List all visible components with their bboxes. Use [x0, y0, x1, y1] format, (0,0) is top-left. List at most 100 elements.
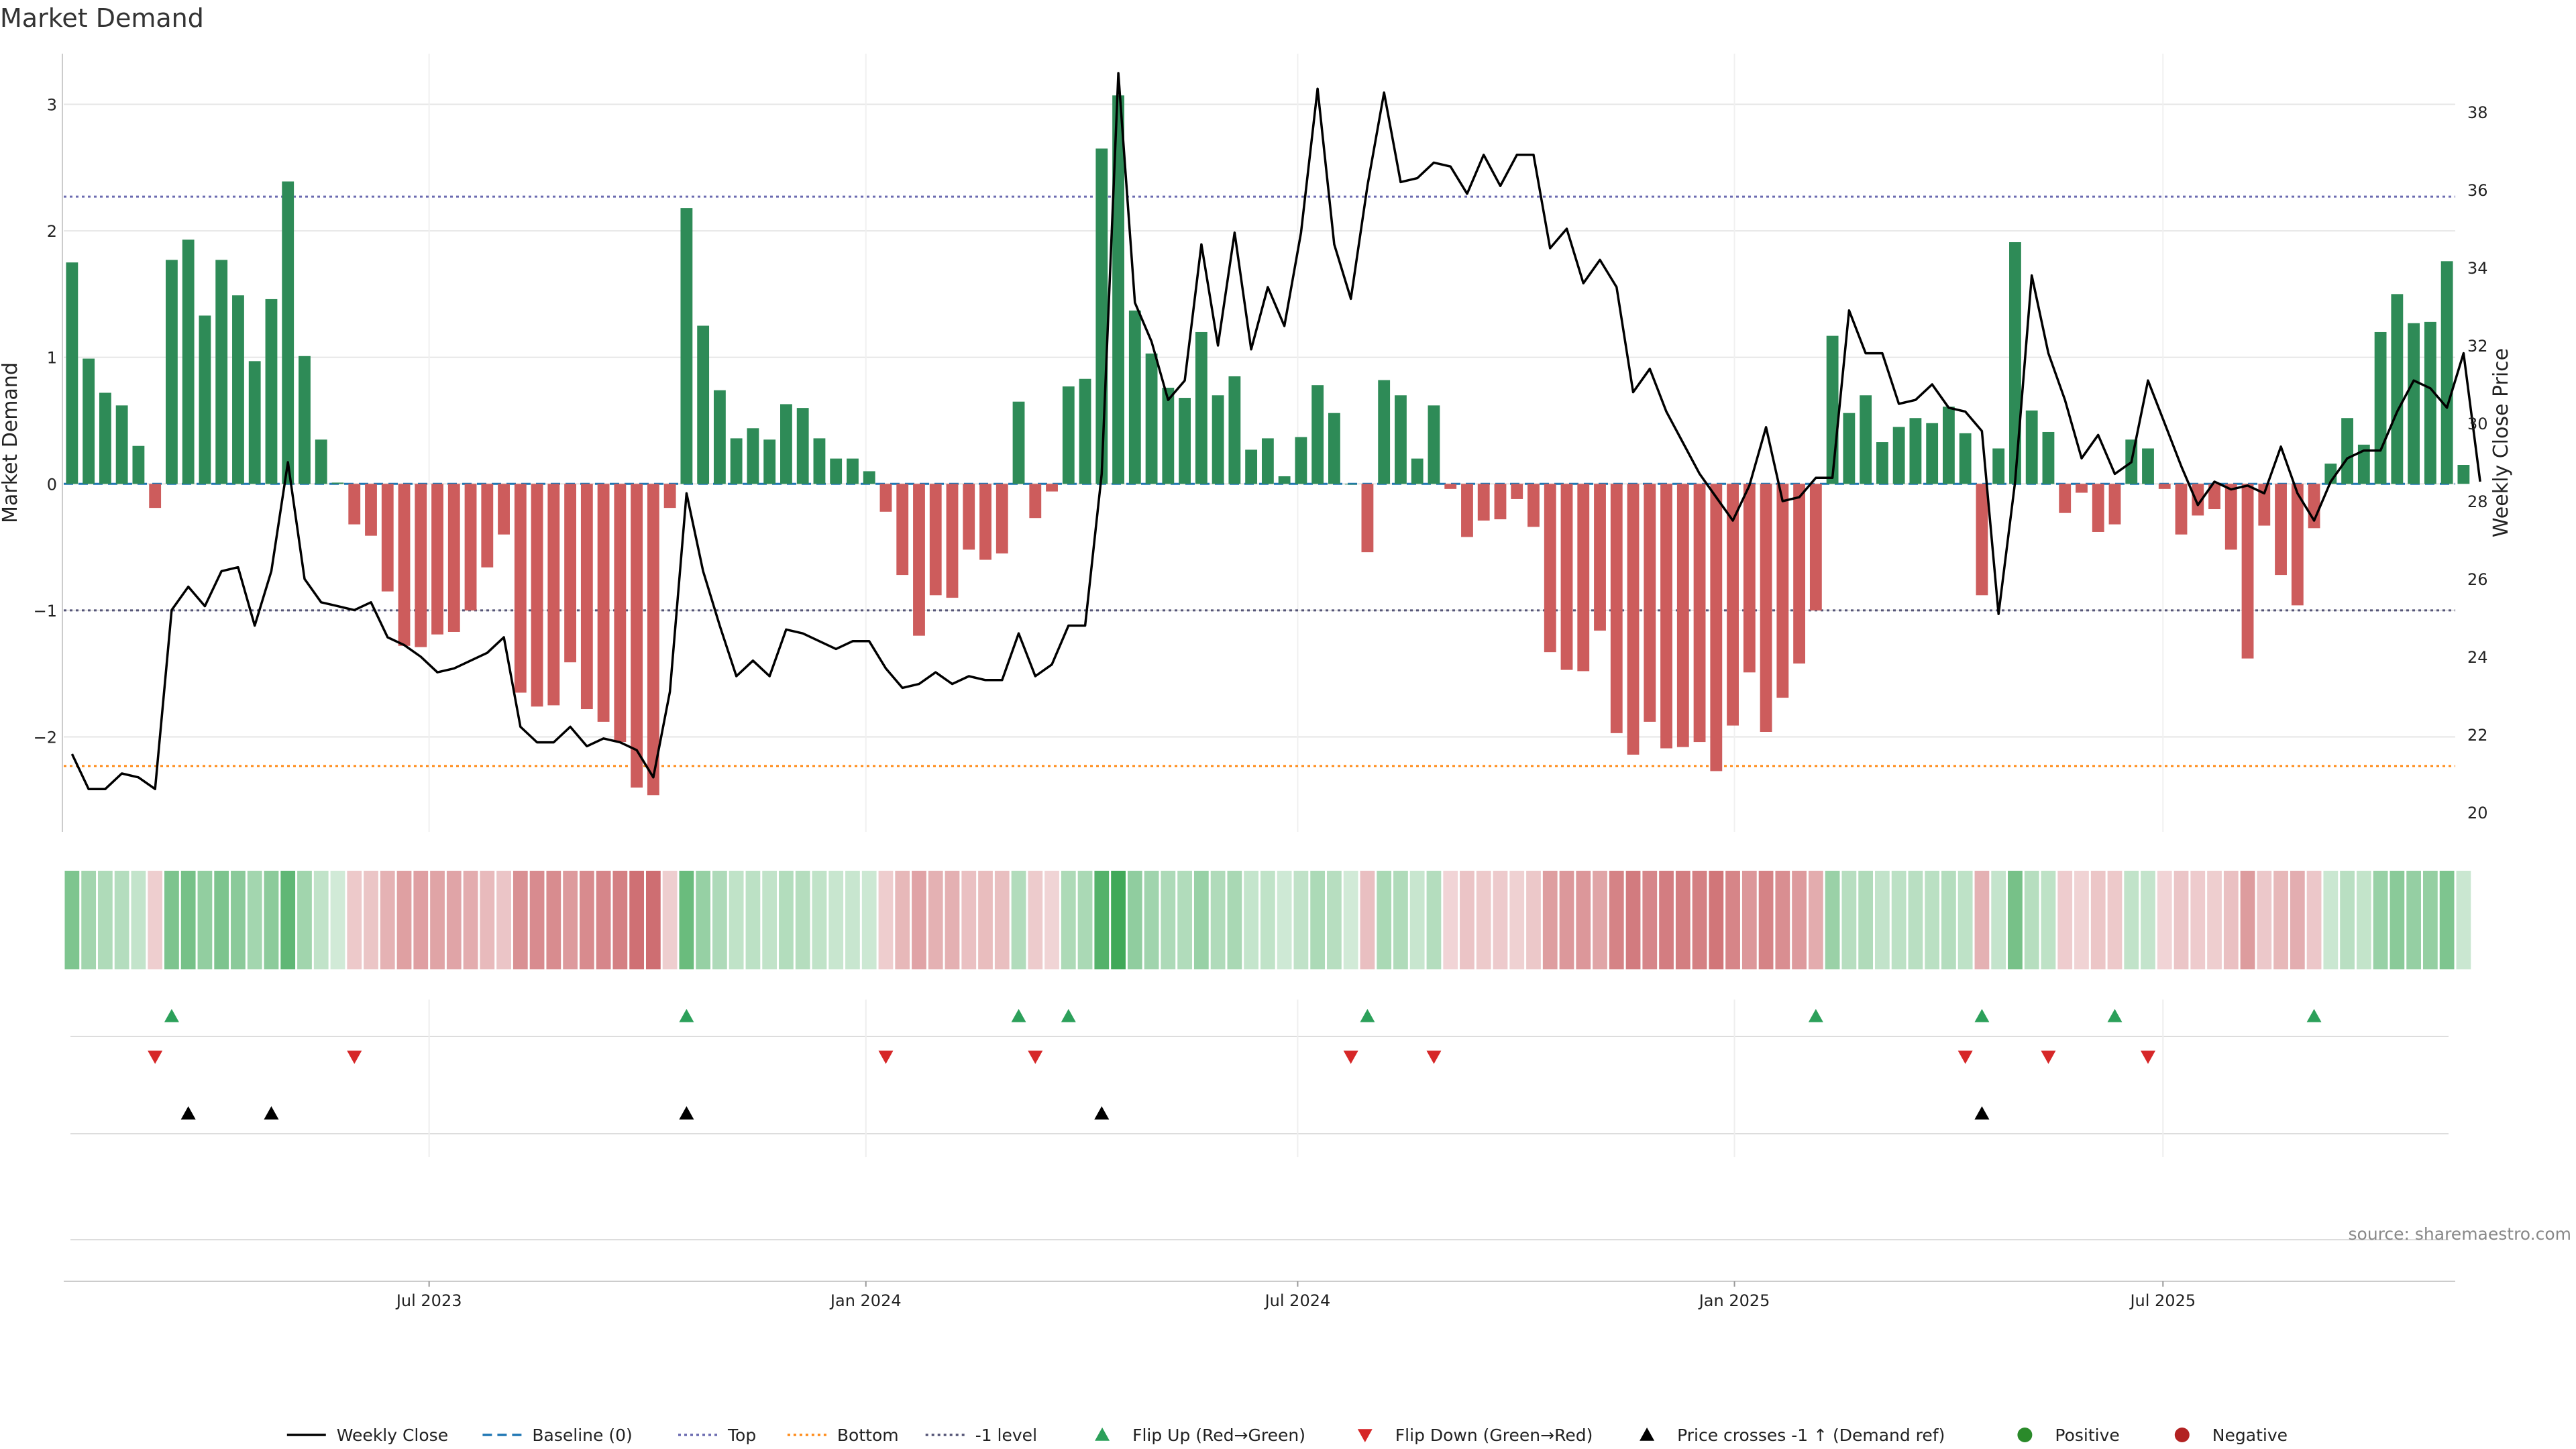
x-tick-label: Jan 2024 [829, 1291, 902, 1310]
strip-cell [696, 871, 711, 969]
demand-bar [248, 361, 261, 484]
demand-bar [2291, 484, 2304, 606]
strip-cell [380, 871, 395, 969]
strip-cell [1409, 871, 1425, 969]
flip-up-marker [1974, 1009, 1990, 1022]
demand-bar [1162, 387, 1175, 484]
strip-cell [2340, 871, 2355, 969]
strip-cell [1625, 871, 1641, 969]
demand-bar [1311, 385, 1324, 484]
strip-cell [2074, 871, 2089, 969]
strip-cell [2240, 871, 2255, 969]
demand-bar [1461, 484, 1473, 537]
strip-cell [98, 871, 113, 969]
strip-cell [845, 871, 860, 969]
flip-down-marker [1343, 1051, 1358, 1064]
strip-cell [313, 871, 329, 969]
legend-label: Bottom [837, 1426, 899, 1445]
demand-bar [1909, 418, 1922, 484]
demand-bar [1676, 484, 1689, 747]
strip-cell [2273, 871, 2288, 969]
demand-bar [348, 484, 361, 525]
demand-bar [713, 390, 726, 484]
strip-cell [64, 871, 80, 969]
flip-up-marker [1011, 1009, 1026, 1022]
strip-cell [1161, 871, 1176, 969]
strip-cell [2190, 871, 2206, 969]
demand-bar [1128, 310, 1141, 484]
demand-bar [299, 356, 311, 484]
strip-cell [2456, 871, 2471, 969]
demand-bar [331, 482, 344, 484]
legend-label: Negative [2212, 1426, 2288, 1445]
demand-bar [1892, 427, 1905, 484]
strip-cell [1692, 871, 1707, 969]
demand-bar [2408, 323, 2420, 484]
flip-down-marker [2140, 1051, 2155, 1064]
strip-cell [1377, 871, 1392, 969]
strip-cell [1426, 871, 1442, 969]
legend-label: Flip Down (Green→Red) [1395, 1426, 1593, 1445]
x-tick-label: Jul 2023 [395, 1291, 462, 1310]
strip-cell [662, 871, 678, 969]
demand-bar [1095, 148, 1108, 484]
strip-cell [1991, 871, 2006, 969]
demand-bar [398, 484, 411, 646]
strip-cell [2057, 871, 2073, 969]
strip-cell [164, 871, 179, 969]
demand-bar [1112, 95, 1124, 484]
demand-bar [1477, 484, 1490, 521]
strip-cell [1077, 871, 1093, 969]
demand-bar [1361, 484, 1374, 553]
strip-cell [596, 871, 611, 969]
strip-cell [180, 871, 196, 969]
demand-bar [780, 404, 792, 484]
legend-label: Price crosses -1 ↑ (Demand ref) [1677, 1426, 1945, 1445]
price-cross-marker [1094, 1106, 1110, 1120]
demand-bar [2374, 331, 2387, 484]
strip-cell [1559, 871, 1574, 969]
legend-item: Bottom [787, 1426, 899, 1445]
demand-bar [282, 181, 294, 484]
demand-bar [166, 260, 178, 484]
flip-down-marker [148, 1051, 163, 1064]
strip-cell [1825, 871, 1840, 969]
strip-cell [1327, 871, 1342, 969]
strip-cell [81, 871, 97, 969]
strip-cell [1709, 871, 1724, 969]
strip-cell [1011, 871, 1026, 969]
price-cross-marker [679, 1106, 694, 1120]
demand-bar [447, 484, 460, 632]
strip-cell [2207, 871, 2222, 969]
strip-cell [396, 871, 412, 969]
demand-bar [963, 484, 975, 550]
demand-bar [1560, 484, 1573, 670]
demand-bar [996, 484, 1008, 554]
demand-bar [747, 428, 759, 484]
demand-bar [2175, 484, 2188, 535]
strip-cell [2406, 871, 2421, 969]
strip-cell [961, 871, 977, 969]
strip-cell [1127, 871, 1142, 969]
demand-bar [1261, 438, 1274, 484]
strip-cell [2422, 871, 2438, 969]
strip-cell [2323, 871, 2339, 969]
strip-cell [197, 871, 213, 969]
demand-bar [1926, 423, 1939, 484]
y-left-tick-label: 2 [47, 222, 57, 241]
demand-bar [1428, 405, 1440, 484]
strip-cell [729, 871, 744, 969]
demand-bar [847, 458, 859, 484]
strip-cell [978, 871, 993, 969]
strip-cell [2008, 871, 2023, 969]
strip-cell [1642, 871, 1658, 969]
legend-item: Negative [2174, 1426, 2288, 1445]
legend-item: Positive [2017, 1426, 2120, 1445]
demand-bar [929, 484, 942, 596]
demand-bar [597, 484, 610, 722]
strip-cell [1310, 871, 1326, 969]
flip-down-marker [1028, 1051, 1043, 1064]
demand-bar [1743, 484, 1756, 673]
demand-bar [531, 484, 543, 707]
demand-bar [2275, 484, 2287, 576]
